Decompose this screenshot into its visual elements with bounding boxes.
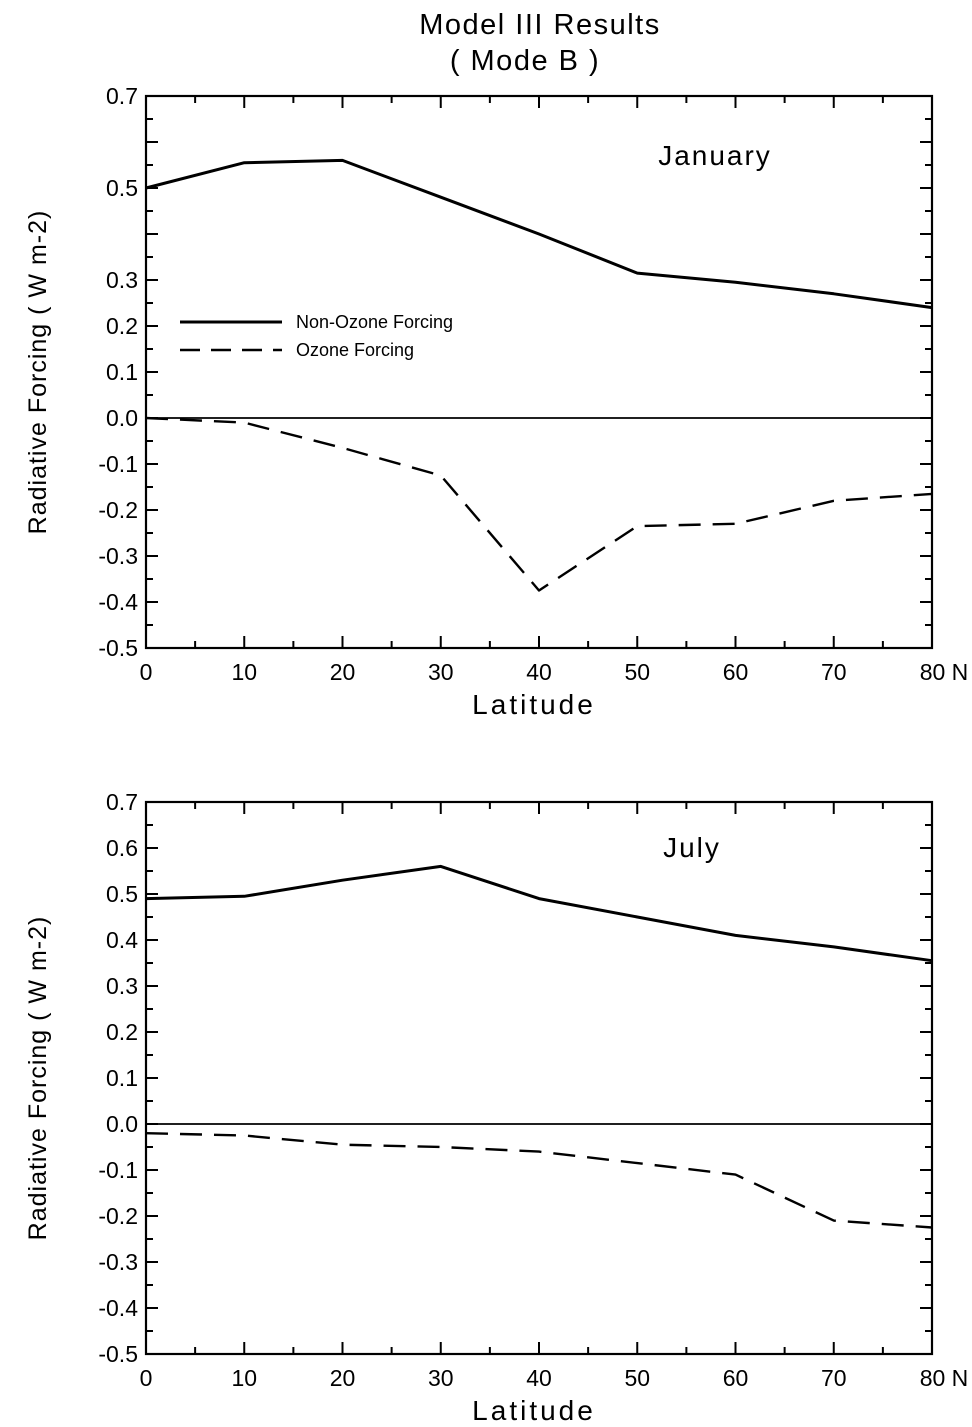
x-axis-label: Latitude — [472, 1395, 596, 1426]
x-tick-label: 30 — [428, 659, 454, 685]
x-tick-label: 80 N — [920, 659, 969, 685]
x-tick-label: 80 N — [920, 1365, 969, 1391]
ozone-forcing-line — [146, 1133, 932, 1227]
y-tick-label: 0.1 — [106, 359, 138, 385]
y-tick-label: -0.2 — [98, 1203, 138, 1229]
figure-title-line-2: ( Mode B ) — [450, 45, 600, 77]
y-tick-label: 0.2 — [106, 313, 138, 339]
y-tick-label: 0.5 — [106, 881, 138, 907]
y-axis-label: Radiative Forcing ( W m-2) — [24, 916, 52, 1241]
x-tick-label: 40 — [526, 659, 552, 685]
plot-frame — [146, 96, 932, 648]
panel-label: January — [658, 140, 772, 171]
y-tick-label: 0.5 — [106, 175, 138, 201]
y-tick-label: 0.1 — [106, 1065, 138, 1091]
x-tick-label: 0 — [140, 1365, 153, 1391]
legend: Non-Ozone Forcing Ozone Forcing — [180, 312, 453, 360]
y-tick-label: 0.3 — [106, 267, 138, 293]
x-tick-label: 70 — [821, 659, 847, 685]
x-tick-label: 20 — [330, 659, 356, 685]
non-ozone-forcing-line — [146, 866, 932, 960]
x-tick-label: 30 — [428, 1365, 454, 1391]
y-tick-label: -0.3 — [98, 1249, 138, 1275]
legend-label-ozone: Ozone Forcing — [296, 340, 414, 360]
y-tick-label: 0.0 — [106, 1111, 138, 1137]
y-tick-label: 0.3 — [106, 973, 138, 999]
x-axis-label: Latitude — [472, 689, 596, 720]
y-tick-label: -0.4 — [98, 589, 138, 615]
january-panel: 0.7 0.5 0.3 0.2 0.1 0.0 -0.1 -0.2 -0.3 -0.4 -0.50 1… — [24, 83, 968, 720]
y-tick-label: -0.4 — [98, 1295, 138, 1321]
july-panel: 0.7 0.6 0.5 0.4 0.3 0.2 0.1 0.0 -0.1 -0.2 -0.3 -0.4… — [24, 789, 968, 1426]
y-axis-label: Radiative Forcing ( W m-2) — [24, 210, 52, 535]
x-tick-label: 70 — [821, 1365, 847, 1391]
legend-label-non-ozone: Non-Ozone Forcing — [296, 312, 453, 332]
y-tick-label: 0.0 — [106, 405, 138, 431]
y-tick-label: 0.6 — [106, 835, 138, 861]
y-tick-label: -0.5 — [98, 1341, 138, 1367]
x-tick-label: 50 — [624, 659, 650, 685]
x-tick-label: 60 — [723, 659, 749, 685]
y-tick-label: 0.7 — [106, 83, 138, 109]
y-tick-label: 0.4 — [106, 927, 138, 953]
y-tick-label: -0.1 — [98, 451, 138, 477]
x-tick-label: 10 — [231, 1365, 257, 1391]
y-tick-label: 0.2 — [106, 1019, 138, 1045]
y-tick-label: 0.7 — [106, 789, 138, 815]
ozone-forcing-line — [146, 418, 932, 591]
x-tick-label: 10 — [231, 659, 257, 685]
plot-frame — [146, 802, 932, 1354]
panel-label: July — [663, 832, 721, 863]
x-tick-label: 0 — [140, 659, 153, 685]
x-tick-label: 40 — [526, 1365, 552, 1391]
x-tick-label: 60 — [723, 1365, 749, 1391]
x-tick-label: 20 — [330, 1365, 356, 1391]
y-tick-label: -0.3 — [98, 543, 138, 569]
y-tick-label: -0.5 — [98, 635, 138, 661]
x-tick-label: 50 — [624, 1365, 650, 1391]
y-tick-label: -0.1 — [98, 1157, 138, 1183]
y-tick-label: -0.2 — [98, 497, 138, 523]
figure-title-line-1: Model III Results — [419, 9, 660, 41]
